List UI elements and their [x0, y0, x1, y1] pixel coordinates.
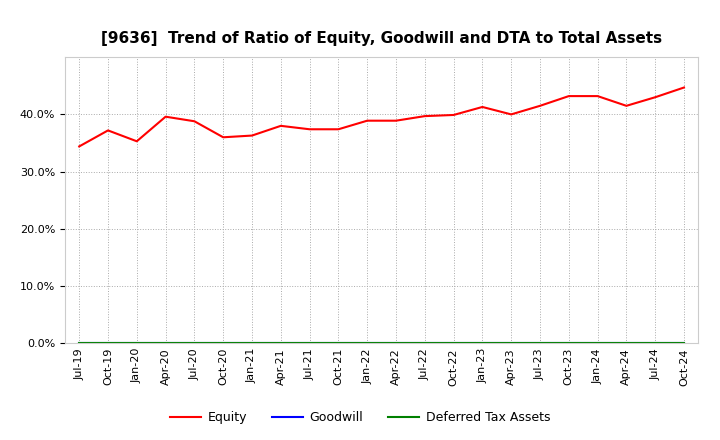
Deferred Tax Assets: [75, 341, 84, 346]
Line: Equity: Equity: [79, 88, 684, 147]
Equity: [420, 114, 429, 119]
Equity: [622, 103, 631, 108]
Goodwill: [276, 341, 285, 346]
Deferred Tax Assets: [507, 341, 516, 346]
Title: [9636]  Trend of Ratio of Equity, Goodwill and DTA to Total Assets: [9636] Trend of Ratio of Equity, Goodwil…: [101, 31, 662, 46]
Deferred Tax Assets: [190, 341, 199, 346]
Deferred Tax Assets: [219, 341, 228, 346]
Goodwill: [420, 341, 429, 346]
Equity: [651, 95, 660, 100]
Goodwill: [75, 341, 84, 346]
Equity: [248, 133, 256, 138]
Deferred Tax Assets: [680, 341, 688, 346]
Deferred Tax Assets: [536, 341, 544, 346]
Goodwill: [190, 341, 199, 346]
Deferred Tax Assets: [132, 341, 141, 346]
Equity: [161, 114, 170, 119]
Equity: [680, 85, 688, 90]
Deferred Tax Assets: [276, 341, 285, 346]
Equity: [449, 112, 458, 117]
Equity: [392, 118, 400, 123]
Deferred Tax Assets: [104, 341, 112, 346]
Goodwill: [305, 341, 314, 346]
Equity: [536, 103, 544, 108]
Equity: [363, 118, 372, 123]
Equity: [219, 135, 228, 140]
Goodwill: [564, 341, 573, 346]
Goodwill: [680, 341, 688, 346]
Equity: [305, 127, 314, 132]
Goodwill: [449, 341, 458, 346]
Legend: Equity, Goodwill, Deferred Tax Assets: Equity, Goodwill, Deferred Tax Assets: [165, 407, 555, 429]
Equity: [593, 93, 602, 99]
Deferred Tax Assets: [449, 341, 458, 346]
Equity: [276, 123, 285, 128]
Deferred Tax Assets: [420, 341, 429, 346]
Deferred Tax Assets: [478, 341, 487, 346]
Equity: [75, 144, 84, 149]
Deferred Tax Assets: [248, 341, 256, 346]
Goodwill: [104, 341, 112, 346]
Goodwill: [161, 341, 170, 346]
Goodwill: [248, 341, 256, 346]
Deferred Tax Assets: [161, 341, 170, 346]
Equity: [478, 104, 487, 110]
Deferred Tax Assets: [363, 341, 372, 346]
Equity: [334, 127, 343, 132]
Equity: [564, 93, 573, 99]
Equity: [104, 128, 112, 133]
Goodwill: [478, 341, 487, 346]
Deferred Tax Assets: [622, 341, 631, 346]
Goodwill: [219, 341, 228, 346]
Deferred Tax Assets: [593, 341, 602, 346]
Deferred Tax Assets: [305, 341, 314, 346]
Goodwill: [622, 341, 631, 346]
Goodwill: [507, 341, 516, 346]
Deferred Tax Assets: [334, 341, 343, 346]
Goodwill: [651, 341, 660, 346]
Equity: [190, 119, 199, 124]
Goodwill: [593, 341, 602, 346]
Goodwill: [536, 341, 544, 346]
Goodwill: [363, 341, 372, 346]
Goodwill: [392, 341, 400, 346]
Deferred Tax Assets: [392, 341, 400, 346]
Deferred Tax Assets: [651, 341, 660, 346]
Deferred Tax Assets: [564, 341, 573, 346]
Goodwill: [132, 341, 141, 346]
Goodwill: [334, 341, 343, 346]
Equity: [507, 112, 516, 117]
Equity: [132, 139, 141, 144]
